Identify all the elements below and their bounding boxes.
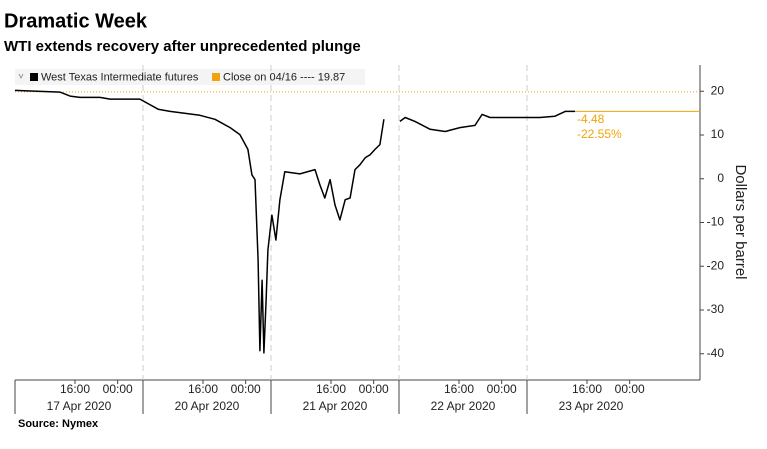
source: Source: Nymex (18, 418, 99, 430)
day-label: 20 Apr 2020 (175, 399, 240, 413)
legend-icon (18, 73, 24, 80)
y-tick-label: 20 (711, 83, 725, 97)
x-tick-label: 16:00 (188, 382, 218, 396)
legend-label: West Texas Intermediate futures (41, 71, 199, 83)
chart-subtitle: WTI extends recovery after unprecedented… (4, 38, 361, 55)
change-pct-label: -22.55% (577, 127, 622, 141)
y-tick-label: -20 (707, 258, 725, 272)
chart-title: Dramatic Week (4, 10, 148, 32)
y-tick-label: -10 (707, 215, 725, 229)
y-tick-label: 10 (711, 127, 725, 141)
day-label: 22 Apr 2020 (431, 399, 496, 413)
legend-box (15, 69, 365, 85)
day-label: 17 Apr 2020 (47, 399, 112, 413)
legend-swatch (212, 73, 220, 81)
x-tick-label: 00:00 (359, 382, 389, 396)
day-label: 23 Apr 2020 (559, 399, 624, 413)
y-tick-label: -40 (707, 346, 725, 360)
x-tick-label: 00:00 (615, 382, 645, 396)
x-tick-label: 16:00 (316, 382, 346, 396)
x-tick-label: 00:00 (487, 382, 517, 396)
day-label: 21 Apr 2020 (303, 399, 368, 413)
y-tick-label: 0 (717, 171, 724, 185)
change-label: -4.48 (577, 112, 605, 126)
x-tick-label: 00:00 (103, 382, 133, 396)
x-tick-label: 00:00 (231, 382, 261, 396)
y-axis-title: Dollars per barrel (732, 164, 749, 279)
y-tick-label: -30 (707, 302, 725, 316)
legend-label: Close on 04/16 ---- 19.87 (223, 71, 345, 83)
price-line (14, 89, 575, 354)
x-tick-label: 16:00 (60, 382, 90, 396)
x-tick-label: 16:00 (572, 382, 602, 396)
x-tick-label: 16:00 (444, 382, 474, 396)
legend-swatch (30, 73, 38, 81)
